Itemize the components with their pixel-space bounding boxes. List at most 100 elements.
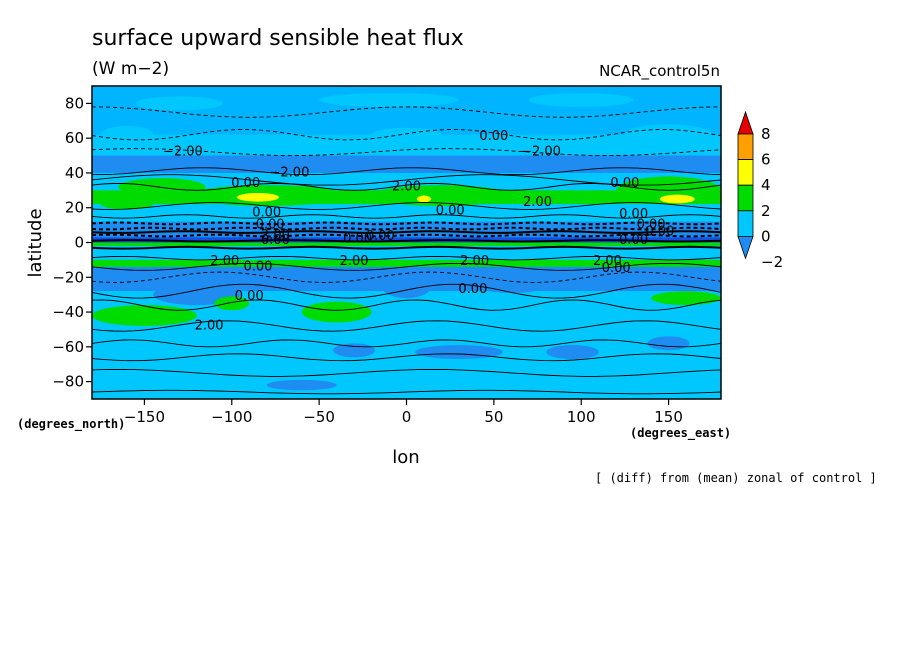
field-blob-14 (275, 272, 363, 290)
contour-label: 0.00 (479, 129, 508, 144)
contour-line-23 (92, 106, 721, 118)
colorbar-label: 8 (761, 125, 771, 143)
contour-label: −2.00 (270, 165, 310, 180)
contour-label: 0.00 (231, 176, 260, 191)
contour-label: 0.00 (256, 218, 285, 233)
contour-line-18 (92, 320, 721, 332)
field-blob-22 (651, 291, 721, 306)
y-tick-label: 60 (65, 129, 84, 147)
contour-label: 0.00 (645, 225, 674, 240)
field-band-2 (92, 155, 721, 173)
contour-label: 2.00 (523, 195, 552, 210)
field-blob-13 (100, 199, 154, 210)
field-blob-27 (266, 379, 337, 391)
y-tick-label: −60 (52, 338, 84, 356)
field-blob-5 (371, 127, 442, 142)
field-blob-29 (528, 259, 634, 267)
contour-label: 0.00 (261, 233, 290, 248)
contour-line-12 (92, 245, 721, 250)
field-blob-26 (647, 336, 690, 351)
field-band-8 (92, 242, 721, 246)
colorbar-segment (737, 159, 754, 186)
contour-label: 0.00 (458, 282, 487, 297)
field-blob-3 (100, 125, 154, 144)
contour-line-2 (92, 167, 721, 176)
colorbar: −2 0 2 4 6 8 (737, 110, 783, 271)
y-tick-label: −20 (52, 268, 84, 286)
chart-title: surface upward sensible heat flux (92, 26, 464, 51)
contour-line-17 (92, 299, 721, 311)
field-blob-1 (319, 92, 459, 107)
field-blob-30 (327, 259, 416, 267)
contour-label: 0.00 (436, 204, 465, 219)
contour-field (92, 86, 721, 399)
y-tick-label: −40 (52, 303, 84, 321)
y-axis-ticks: 80 60 40 20 0 −20 −40 −60 −80 (52, 94, 92, 391)
contour-label: 0.00 (602, 261, 631, 276)
y-tick-label: 0 (74, 234, 84, 252)
field-blob-25 (546, 345, 599, 360)
contour-line-11 (92, 239, 721, 243)
x-tick-label: −100 (211, 408, 252, 426)
y-tick-label: −80 (52, 373, 84, 391)
contour-label: 0.00 (610, 176, 639, 191)
contour-label: 0.00 (619, 233, 648, 248)
contour-line-22 (92, 389, 721, 395)
contour-label: 0.00 (637, 218, 666, 233)
x-axis-title: lon (392, 447, 419, 468)
contour-label: 0.00 (366, 229, 395, 244)
contour-label: 0.00 (244, 259, 273, 274)
contour-line-4 (92, 183, 721, 191)
contour-line-21 (92, 369, 721, 377)
field-blob-12 (416, 195, 431, 203)
x-tick-label: 100 (567, 408, 596, 426)
field-blob-23 (333, 343, 376, 358)
field-blob-15 (380, 270, 433, 299)
field-blob-2 (528, 92, 634, 107)
colorbar-segment (737, 210, 754, 237)
colorbar-label: −2 (761, 253, 783, 271)
contour-line-16 (92, 283, 721, 299)
x-tick-label: −150 (124, 408, 165, 426)
contour-line-6 (92, 214, 721, 219)
contour-line-14 (92, 262, 721, 271)
contour-line-20 (92, 353, 721, 362)
colorbar-label: 0 (761, 227, 771, 245)
contour-label: 2.00 (460, 254, 489, 269)
y-tick-label: 80 (65, 94, 84, 112)
field-blob-6 (118, 178, 206, 196)
contour-label: 0.00 (235, 289, 264, 304)
colorbar-label: 4 (761, 176, 771, 194)
contour-label: 2.00 (340, 254, 369, 269)
colorbar-top-triangle (737, 110, 754, 135)
contour-line-5 (92, 202, 721, 210)
y-axis-title: latitude (25, 208, 46, 277)
y-unit-label: (degrees_north) (17, 417, 125, 432)
field-blob-11 (659, 194, 695, 204)
field-blob-17 (624, 272, 713, 290)
contour-line-15 (92, 271, 721, 283)
chart-units: (W m−2) (92, 59, 169, 79)
contour-label: 2.00 (261, 228, 290, 243)
field-blob-10 (237, 192, 279, 202)
colorbar-segment (737, 133, 754, 161)
contour-label: 2.00 (593, 254, 622, 269)
field-blob-24 (415, 345, 503, 360)
contour-label: 2.00 (392, 179, 421, 194)
y-tick-label: 20 (65, 199, 84, 217)
field-blob-4 (624, 124, 713, 146)
contour-line-3 (92, 174, 721, 186)
colorbar-label: 6 (761, 151, 771, 169)
x-tick-label: −50 (303, 408, 335, 426)
contour-line-0 (92, 129, 721, 141)
contour-label: 0.00 (252, 205, 281, 220)
y-tick-label: 40 (65, 164, 84, 182)
contour-line-19 (92, 339, 721, 348)
contour-label: −2.00 (521, 145, 561, 160)
field-blob-20 (301, 301, 372, 323)
field-blob-28 (109, 259, 180, 267)
contour-label: 2.00 (195, 318, 224, 333)
x-tick-label: 50 (484, 408, 503, 426)
field-blob-8 (371, 185, 512, 206)
